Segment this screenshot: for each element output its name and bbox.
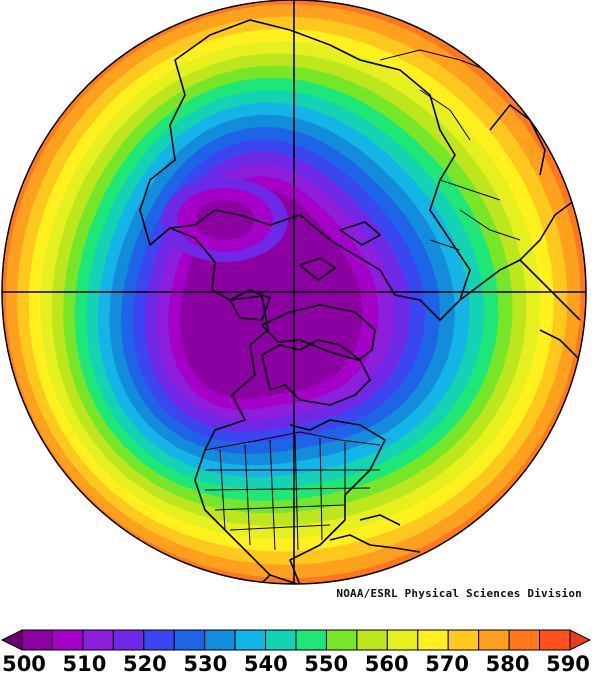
colorbar-cell [508, 629, 541, 651]
coast-hudson [261, 339, 371, 406]
colorbar-cell [265, 629, 297, 651]
coast-africa [519, 199, 581, 361]
colorbar-tick-label: 520 [122, 652, 167, 676]
height-contours [2, 0, 586, 584]
colorbar-tick-label: 580 [485, 652, 530, 676]
colorbar-cell [478, 629, 510, 651]
credit-text: NOAA/ESRL Physical Sciences Division [336, 587, 582, 600]
colorbar-cell [447, 629, 480, 651]
colorbar-cells [0, 629, 592, 651]
colorbar-cell [51, 629, 84, 651]
coast-north-america [149, 227, 301, 584]
graticule [2, 0, 586, 584]
colorbar-cell [417, 629, 449, 651]
colorbar-cell [386, 629, 419, 651]
colorbar-tick-labels: 500 510 520 530 540 550 560 570 580 590 [0, 652, 592, 682]
colorbar-cell [295, 629, 327, 651]
colorbar-cell [204, 629, 236, 651]
map-boundary [1, 0, 587, 585]
colorbar-tick-label: 590 [546, 652, 590, 676]
colorbar-cell [112, 629, 145, 651]
colorbar-cell [539, 629, 571, 651]
colorbar-tick-label: 560 [364, 652, 409, 676]
colorbar-cap-low [0, 629, 23, 651]
colorbar-cell [356, 629, 388, 651]
colorbar-cell [173, 629, 206, 651]
contour-band [195, 200, 255, 240]
colorbar-tick-label: 540 [243, 652, 288, 676]
coast-greenland [261, 304, 376, 361]
colorbar-cell [143, 629, 175, 651]
colorbar-cell [234, 629, 267, 651]
colorbar-tick-label: 550 [304, 652, 349, 676]
colorbar-tick-label: 570 [425, 652, 470, 676]
colorbar-tick-label: 510 [62, 652, 107, 676]
colorbar-tick-label: 500 [2, 652, 46, 676]
colorbar-cell [82, 629, 114, 651]
colorbar-cell [21, 629, 53, 651]
colorbar-cap-high [569, 629, 592, 651]
colorbar-tick-label: 530 [183, 652, 228, 676]
colorbar [0, 629, 592, 651]
polar-map [1, 0, 587, 585]
colorbar-cell [325, 629, 358, 651]
